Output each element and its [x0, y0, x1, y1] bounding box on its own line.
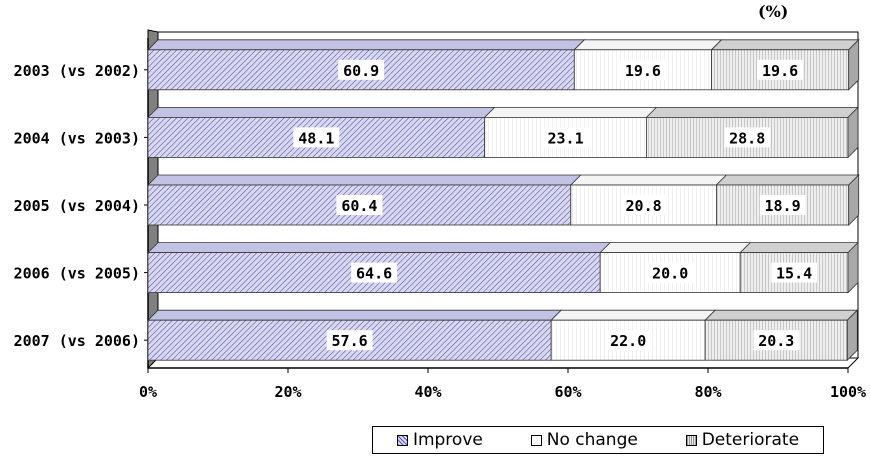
legend-item-improve: Improve: [396, 430, 483, 450]
bar-top-no-change: [550, 309, 717, 321]
bar-side: [848, 38, 860, 91]
legend-swatch-deteriorate: [685, 434, 697, 446]
data-label-bg: [619, 59, 666, 80]
y-tick-label: 2003 (vs 2002): [14, 62, 140, 80]
data-label-bg: [351, 262, 398, 283]
data-label: 19.6: [762, 62, 798, 80]
data-label: 22.0: [610, 332, 646, 350]
data-label-bg: [753, 330, 800, 351]
bar-top-deteriorate: [645, 107, 859, 118]
data-label: 15.4: [776, 265, 812, 283]
bar-top-deteriorate: [715, 174, 860, 186]
data-label: 18.9: [764, 197, 800, 215]
legend-label-deteriorate: Deteriorate: [701, 430, 800, 450]
bar-top-no-change: [569, 174, 728, 186]
legend-label-no-change: No change: [546, 430, 638, 450]
data-label-bg: [605, 330, 652, 351]
bar-side: [846, 309, 858, 362]
x-tick-label: 20%: [274, 383, 301, 401]
y-tick-label: 2006 (vs 2005): [14, 265, 140, 283]
y-tick-label: 2007 (vs 2006): [14, 332, 140, 350]
data-label: 20.8: [626, 197, 662, 215]
bar-side: [847, 241, 859, 294]
data-label-bg: [620, 195, 667, 215]
data-label: 60.9: [343, 62, 379, 80]
data-label-bg: [293, 127, 340, 148]
x-tick-label: 40%: [414, 383, 441, 401]
x-tick-label: 80%: [694, 383, 721, 401]
bar-side: [848, 174, 860, 226]
data-label-bg: [336, 195, 383, 215]
x-tick-label: 0%: [139, 383, 157, 401]
data-label: 28.8: [729, 129, 765, 147]
bar-top-deteriorate: [710, 39, 860, 51]
data-label-bg: [338, 59, 385, 80]
data-label: 20.0: [652, 265, 688, 283]
data-label-bg: [542, 127, 589, 148]
bar-top-no-change: [573, 39, 723, 51]
data-label-bg: [326, 330, 373, 351]
bar-top-no-change: [599, 242, 752, 254]
data-label: 57.6: [332, 332, 368, 350]
unit-label: (%): [758, 2, 789, 21]
legend-label-improve: Improve: [412, 430, 483, 450]
data-label: 64.6: [356, 265, 392, 283]
legend-item-no-change: No change: [530, 430, 638, 450]
bar-side: [847, 106, 859, 159]
data-label: 20.3: [758, 332, 794, 350]
bar-top-improve: [147, 309, 563, 321]
y-tick-label: 2004 (vs 2003): [14, 129, 140, 147]
data-label-bg: [759, 195, 806, 215]
legend-swatch-no-change: [530, 434, 542, 446]
y-tick-label: 2005 (vs 2004): [14, 197, 140, 215]
x-tick-label: 100%: [830, 383, 866, 401]
bar-top-no-change: [483, 107, 658, 118]
data-label: 48.1: [298, 129, 334, 147]
data-label: 19.6: [625, 62, 661, 80]
bar-top-improve: [147, 174, 582, 186]
bar-top-deteriorate: [704, 309, 859, 321]
data-label-bg: [771, 262, 818, 283]
data-label: 23.1: [547, 129, 583, 147]
data-label: 60.4: [341, 197, 377, 215]
bar-top-improve: [147, 107, 496, 118]
x-tick-label: 60%: [554, 383, 581, 401]
bar-top-deteriorate: [739, 242, 859, 254]
bar-top-improve: [147, 39, 586, 51]
data-label-bg: [757, 59, 804, 80]
data-label-bg: [724, 127, 771, 148]
bar-top-improve: [147, 242, 612, 254]
legend-swatch-improve: [396, 434, 408, 446]
data-label-bg: [647, 262, 694, 283]
legend: Improve No change Deteriorate: [372, 426, 824, 454]
legend-item-deteriorate: Deteriorate: [685, 430, 800, 450]
